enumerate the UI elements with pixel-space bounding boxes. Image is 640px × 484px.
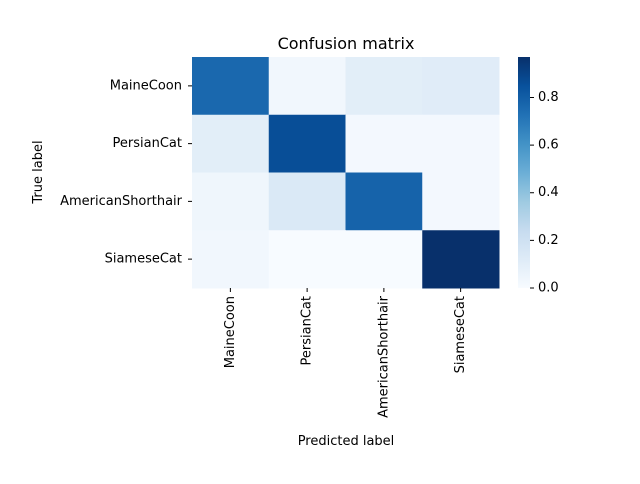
y-tick-label: PersianCat (113, 136, 182, 151)
heatmap-cell-AmericanShorthair-MaineCoon (192, 172, 270, 231)
heatmap-cell-AmericanShorthair-SiameseCat (422, 172, 500, 231)
heatmap-cell-SiameseCat-MaineCoon (192, 230, 270, 289)
x-tick-label: PersianCat (300, 296, 315, 365)
heatmap-cell-MaineCoon-SiameseCat (422, 57, 500, 116)
x-tick-label: MaineCoon (223, 296, 238, 368)
heatmap-cell-MaineCoon-PersianCat (268, 57, 346, 116)
colorbar (518, 57, 530, 288)
x-tick-label: SiameseCat (453, 296, 468, 373)
x-tick-label: AmericanShorthair (376, 295, 391, 418)
heatmap-cell-MaineCoon-AmericanShorthair (345, 57, 423, 116)
y-axis-label: True label (31, 140, 46, 204)
heatmap-cell-SiameseCat-SiameseCat (422, 230, 500, 289)
colorbar-tick-label: 0.8 (538, 90, 559, 105)
colorbar-tick-label: 0.4 (538, 185, 559, 200)
heatmap-cell-PersianCat-SiameseCat (422, 114, 500, 173)
heatmap-cell-SiameseCat-AmericanShorthair (345, 230, 423, 289)
heatmap-cell-AmericanShorthair-AmericanShorthair (345, 172, 423, 231)
y-tick-label: AmericanShorthair (60, 194, 183, 209)
heatmap-cell-PersianCat-AmericanShorthair (345, 114, 423, 173)
colorbar-ticks: 0.0 0.2 0.4 0.6 0.8 (530, 90, 559, 296)
y-tick-label: MaineCoon (110, 78, 182, 93)
heatmap-cell-PersianCat-MaineCoon (192, 114, 270, 173)
heatmap-cell-SiameseCat-PersianCat (268, 230, 346, 289)
heatmap-cell-MaineCoon-MaineCoon (192, 57, 270, 116)
y-axis-ticks: MaineCoon PersianCat AmericanShorthair Siam… (60, 78, 192, 267)
heatmap-cells (192, 57, 500, 289)
x-axis-label: Predicted label (298, 434, 395, 449)
x-axis-ticks: MaineCoon PersianCat AmericanShorthair Siam… (223, 288, 468, 418)
colorbar-tick-label: 0.0 (538, 281, 559, 296)
colorbar-tick-label: 0.2 (538, 233, 559, 248)
colorbar-tick-label: 0.6 (538, 138, 559, 153)
y-tick-label: SiameseCat (105, 252, 182, 267)
chart-title: Confusion matrix (278, 34, 415, 53)
heatmap-cell-PersianCat-PersianCat (268, 114, 346, 173)
heatmap-cell-AmericanShorthair-PersianCat (268, 172, 346, 231)
